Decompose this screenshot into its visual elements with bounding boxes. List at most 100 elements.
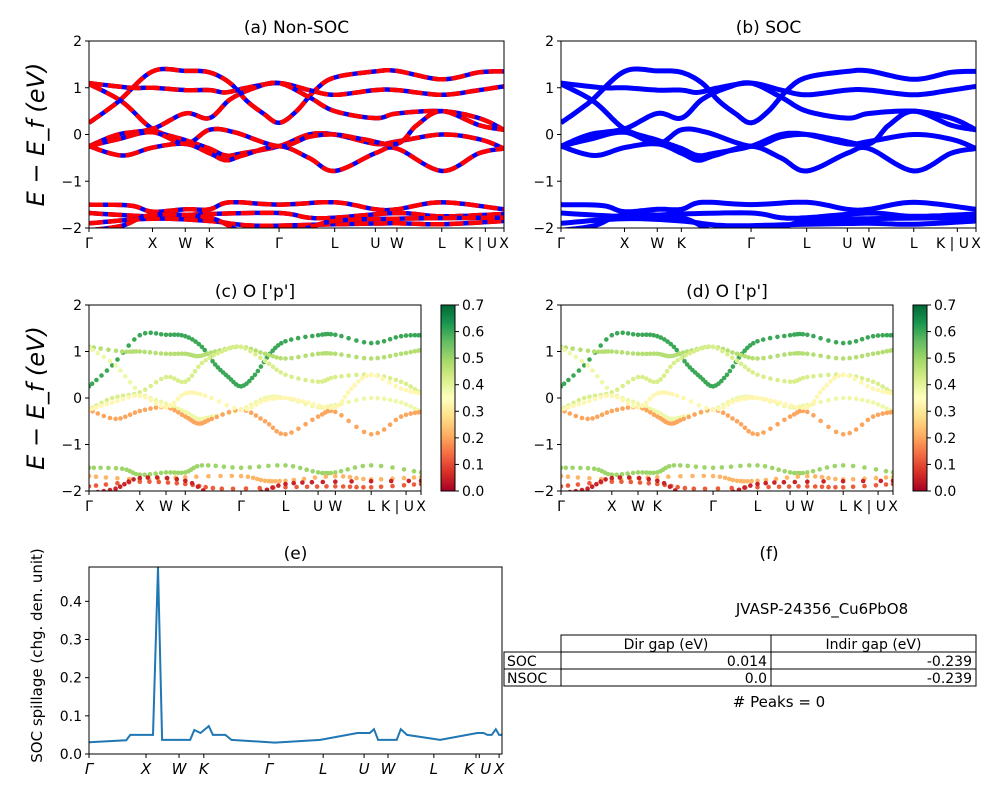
band-point [303,421,308,427]
band-point [266,422,272,427]
band-point [800,351,806,356]
band-point [209,395,214,401]
band-point [630,351,636,356]
band-point [186,390,192,395]
band-point [833,340,839,345]
band-point [655,478,660,484]
table-cell: -0.239 [927,671,972,687]
band-point [191,465,196,471]
band-point [142,394,148,400]
band-point [870,333,876,339]
band-point [783,401,788,407]
band-point [736,487,742,491]
band-point [578,465,583,471]
band-point [310,417,315,423]
band-point [174,481,180,486]
band-point [746,428,751,434]
band-point [570,346,575,351]
band-point [738,361,744,367]
band-point [796,484,801,489]
band-point [210,485,216,491]
band-point [721,375,727,381]
band-point [328,375,334,381]
y-tick-label: −1 [533,174,554,190]
band-point [148,406,153,411]
band-point [826,424,831,430]
band-point [724,372,730,378]
band-point [303,353,308,359]
band-point [147,479,152,485]
band-point [283,481,288,487]
band-point [883,482,889,487]
band-point [197,391,203,397]
band-point [728,464,734,470]
band-point [884,349,890,354]
band-point [562,347,567,353]
band-point [278,431,284,436]
band-point [821,479,826,484]
band-point [120,393,126,399]
band-point [573,354,579,360]
band-point [113,486,118,491]
band-point [304,484,310,490]
band-point [640,332,645,338]
band-point [247,378,252,384]
band-point [635,405,641,410]
y-tick-label: 0 [545,128,554,144]
band-point [126,343,131,348]
band-point [726,476,732,482]
band-point [238,473,244,479]
band-point [148,397,153,403]
y-tick-label: −1 [533,438,554,454]
band-point [717,492,722,497]
band-point [346,353,351,359]
band-point [751,340,756,346]
band-point [388,478,394,484]
band-point [403,333,409,338]
band-point [107,415,113,421]
band-point [782,333,787,339]
panel-b: 210−1−2Γ X W K Γ L U W L K | U X(b) SOC [533,18,981,252]
band-point [682,485,688,491]
band-point [253,402,259,408]
band-point [691,486,697,491]
band-point [775,421,780,427]
band-point [115,476,120,481]
band-point [614,349,619,355]
band-point [721,404,726,410]
band-point [153,331,159,336]
band-point [252,372,258,378]
band-point [884,410,890,416]
band-point [605,471,611,477]
band-point [635,351,641,357]
band-point [113,465,119,471]
band-point [354,372,359,378]
band-point [132,393,137,399]
band-point [663,465,668,471]
band-point [787,414,793,419]
band-line [89,216,504,228]
band-point [763,480,768,486]
table-row-label: NSOC [507,671,547,687]
band-point [107,487,113,491]
band-point [158,470,164,476]
band-point [565,483,571,488]
band-point [655,481,660,487]
colorbar-tick-label: 0.5 [462,351,484,367]
band-point [625,331,631,336]
colorbar-tick-label: 0.1 [462,457,484,473]
band-point [203,357,208,363]
band-point [418,332,421,338]
band-point [305,400,311,405]
band-point [625,471,630,476]
band-point [585,348,591,354]
table-cell: 0.0 [745,671,767,687]
band-point [884,332,890,338]
band-point [172,376,177,381]
band-point [766,484,771,490]
band-point [701,473,707,479]
x-tick-label: Γ [85,236,93,252]
band-point [200,488,206,491]
band-point [199,463,205,468]
band-point [137,479,143,485]
